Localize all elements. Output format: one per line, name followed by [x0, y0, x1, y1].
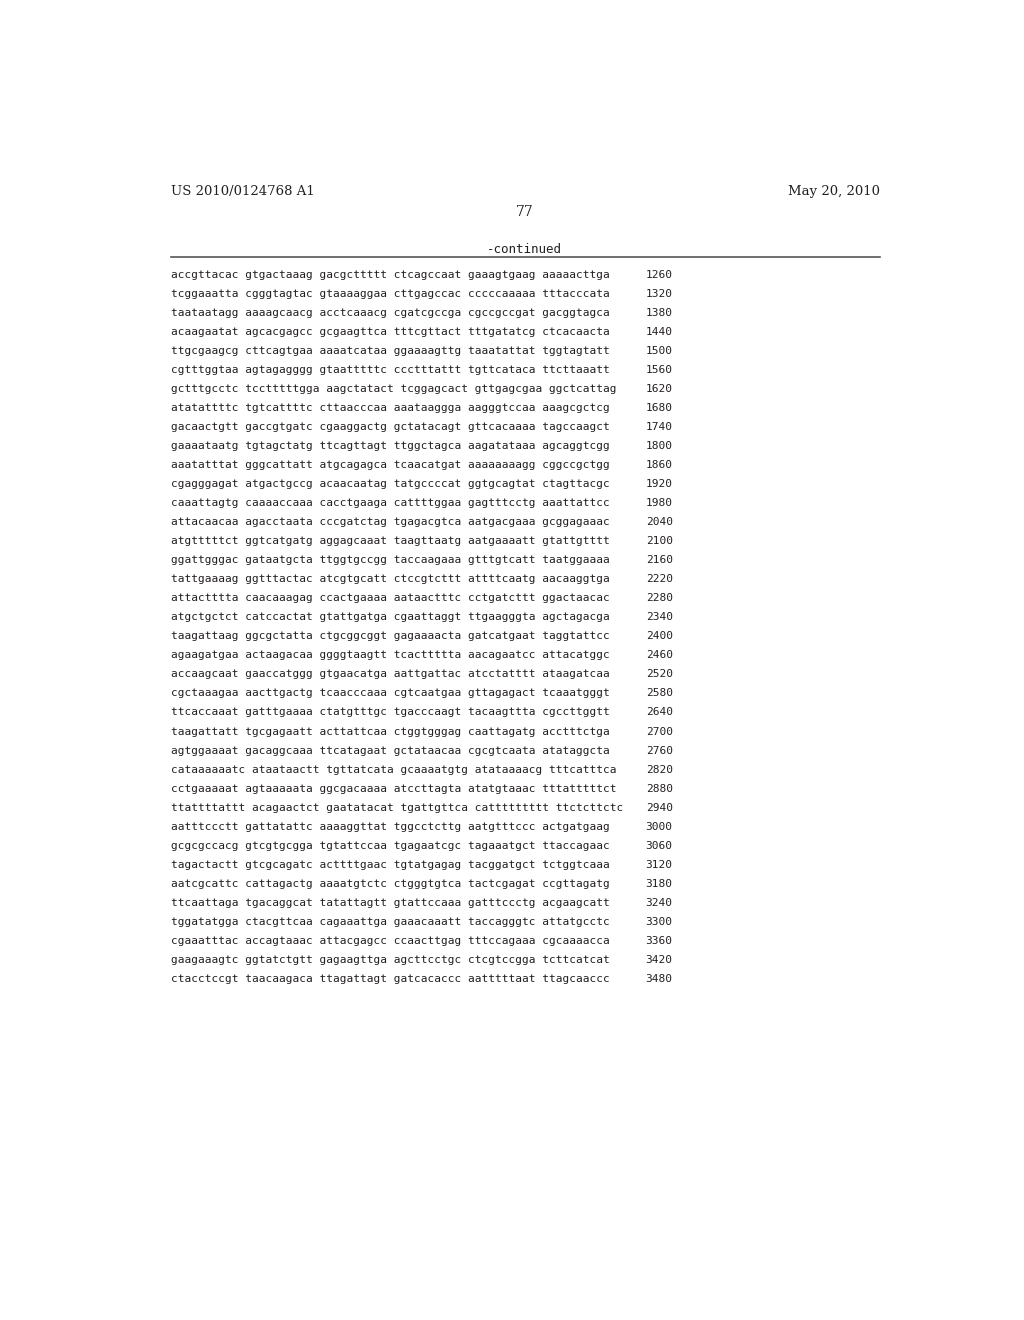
Text: gaaaataatg tgtagctatg ttcagttagt ttggctagca aagatataaa agcaggtcgg: gaaaataatg tgtagctatg ttcagttagt ttggcta… — [171, 441, 609, 451]
Text: tggatatgga ctacgttcaa cagaaattga gaaacaaatt taccagggtc attatgcctc: tggatatgga ctacgttcaa cagaaattga gaaacaa… — [171, 916, 609, 927]
Text: accaagcaat gaaccatggg gtgaacatga aattgattac atcctatttt ataagatcaa: accaagcaat gaaccatggg gtgaacatga aattgat… — [171, 669, 609, 680]
Text: 3420: 3420 — [646, 954, 673, 965]
Text: ggattgggac gataatgcta ttggtgccgg taccaagaaa gtttgtcatt taatggaaaa: ggattgggac gataatgcta ttggtgccgg taccaag… — [171, 556, 609, 565]
Text: gacaactgtt gaccgtgatc cgaaggactg gctatacagt gttcacaaaa tagccaagct: gacaactgtt gaccgtgatc cgaaggactg gctatac… — [171, 422, 609, 432]
Text: 1620: 1620 — [646, 384, 673, 395]
Text: cctgaaaaat agtaaaaata ggcgacaaaa atccttagta atatgtaaac tttatttttct: cctgaaaaat agtaaaaata ggcgacaaaa atcctta… — [171, 784, 616, 793]
Text: atgctgctct catccactat gtattgatga cgaattaggt ttgaagggta agctagacga: atgctgctct catccactat gtattgatga cgaatta… — [171, 612, 609, 623]
Text: 3360: 3360 — [646, 936, 673, 945]
Text: attacaacaa agacctaata cccgatctag tgagacgtca aatgacgaaa gcggagaaac: attacaacaa agacctaata cccgatctag tgagacg… — [171, 517, 609, 527]
Text: 2340: 2340 — [646, 612, 673, 623]
Text: agaagatgaa actaagacaa ggggtaagtt tcacttttta aacagaatcc attacatggc: agaagatgaa actaagacaa ggggtaagtt tcacttt… — [171, 651, 609, 660]
Text: 2640: 2640 — [646, 708, 673, 718]
Text: 1440: 1440 — [646, 327, 673, 337]
Text: atgtttttct ggtcatgatg aggagcaaat taagttaatg aatgaaaatt gtattgtttt: atgtttttct ggtcatgatg aggagcaaat taagtta… — [171, 536, 609, 546]
Text: atatattttc tgtcattttc cttaacccaa aaataaggga aagggtccaa aaagcgctcg: atatattttc tgtcattttc cttaacccaa aaataag… — [171, 403, 609, 413]
Text: ttcaattaga tgacaggcat tatattagtt gtattccaaa gatttccctg acgaagcatt: ttcaattaga tgacaggcat tatattagtt gtattcc… — [171, 898, 609, 908]
Text: 2160: 2160 — [646, 556, 673, 565]
Text: 3120: 3120 — [646, 859, 673, 870]
Text: 2820: 2820 — [646, 764, 673, 775]
Text: acaagaatat agcacgagcc gcgaagttca tttcgttact tttgatatcg ctcacaacta: acaagaatat agcacgagcc gcgaagttca tttcgtt… — [171, 327, 609, 337]
Text: 1380: 1380 — [646, 308, 673, 318]
Text: accgttacac gtgactaaag gacgcttttt ctcagccaat gaaagtgaag aaaaacttga: accgttacac gtgactaaag gacgcttttt ctcagcc… — [171, 271, 609, 280]
Text: 2940: 2940 — [646, 803, 673, 813]
Text: 1800: 1800 — [646, 441, 673, 451]
Text: cgctaaagaa aacttgactg tcaacccaaa cgtcaatgaa gttagagact tcaaatgggt: cgctaaagaa aacttgactg tcaacccaaa cgtcaat… — [171, 689, 609, 698]
Text: 2880: 2880 — [646, 784, 673, 793]
Text: 77: 77 — [516, 205, 534, 219]
Text: gctttgcctc tcctttttgga aagctatact tcggagcact gttgagcgaa ggctcattag: gctttgcctc tcctttttgga aagctatact tcggag… — [171, 384, 616, 395]
Text: cgtttggtaa agtagagggg gtaatttttc ccctttattt tgttcataca ttcttaaatt: cgtttggtaa agtagagggg gtaatttttc cccttta… — [171, 366, 609, 375]
Text: aatttccctt gattatattc aaaaggttat tggcctcttg aatgtttccc actgatgaag: aatttccctt gattatattc aaaaggttat tggcctc… — [171, 821, 609, 832]
Text: tagactactt gtcgcagatc acttttgaac tgtatgagag tacggatgct tctggtcaaa: tagactactt gtcgcagatc acttttgaac tgtatga… — [171, 859, 609, 870]
Text: 3480: 3480 — [646, 974, 673, 983]
Text: taagattatt tgcgagaatt acttattcaa ctggtgggag caattagatg acctttctga: taagattatt tgcgagaatt acttattcaa ctggtgg… — [171, 726, 609, 737]
Text: caaattagtg caaaaccaaa cacctgaaga cattttggaa gagtttcctg aaattattcc: caaattagtg caaaaccaaa cacctgaaga cattttg… — [171, 498, 609, 508]
Text: -continued: -continued — [487, 243, 562, 256]
Text: 2460: 2460 — [646, 651, 673, 660]
Text: 2580: 2580 — [646, 689, 673, 698]
Text: 1500: 1500 — [646, 346, 673, 356]
Text: attactttta caacaaagag ccactgaaaa aataactttc cctgatcttt ggactaacac: attactttta caacaaagag ccactgaaaa aataact… — [171, 594, 609, 603]
Text: aaatatttat gggcattatt atgcagagca tcaacatgat aaaaaaaagg cggccgctgg: aaatatttat gggcattatt atgcagagca tcaacat… — [171, 461, 609, 470]
Text: tattgaaaag ggtttactac atcgtgcatt ctccgtcttt attttcaatg aacaaggtga: tattgaaaag ggtttactac atcgtgcatt ctccgtc… — [171, 574, 609, 585]
Text: 1860: 1860 — [646, 461, 673, 470]
Text: 1560: 1560 — [646, 366, 673, 375]
Text: 1680: 1680 — [646, 403, 673, 413]
Text: 2400: 2400 — [646, 631, 673, 642]
Text: gcgcgccacg gtcgtgcgga tgtattccaa tgagaatcgc tagaaatgct ttaccagaac: gcgcgccacg gtcgtgcgga tgtattccaa tgagaat… — [171, 841, 609, 850]
Text: taataatagg aaaagcaacg acctcaaacg cgatcgccga cgccgccgat gacggtagca: taataatagg aaaagcaacg acctcaaacg cgatcgc… — [171, 308, 609, 318]
Text: cataaaaaatc ataataactt tgttatcata gcaaaatgtg atataaaacg tttcatttca: cataaaaaatc ataataactt tgttatcata gcaaaa… — [171, 764, 616, 775]
Text: 2040: 2040 — [646, 517, 673, 527]
Text: ttattttattt acagaactct gaatatacat tgattgttca cattttttttt ttctcttctc: ttattttattt acagaactct gaatatacat tgattg… — [171, 803, 623, 813]
Text: 2100: 2100 — [646, 536, 673, 546]
Text: 2520: 2520 — [646, 669, 673, 680]
Text: ttgcgaagcg cttcagtgaa aaaatcataa ggaaaagttg taaatattat tggtagtatt: ttgcgaagcg cttcagtgaa aaaatcataa ggaaaag… — [171, 346, 609, 356]
Text: cgaaatttac accagtaaac attacgagcc ccaacttgag tttccagaaa cgcaaaacca: cgaaatttac accagtaaac attacgagcc ccaactt… — [171, 936, 609, 945]
Text: 2280: 2280 — [646, 594, 673, 603]
Text: 1320: 1320 — [646, 289, 673, 300]
Text: gaagaaagtc ggtatctgtt gagaagttga agcttcctgc ctcgtccgga tcttcatcat: gaagaaagtc ggtatctgtt gagaagttga agcttcc… — [171, 954, 609, 965]
Text: taagattaag ggcgctatta ctgcggcggt gagaaaacta gatcatgaat taggtattcc: taagattaag ggcgctatta ctgcggcggt gagaaaa… — [171, 631, 609, 642]
Text: ttcaccaaat gatttgaaaa ctatgtttgc tgacccaagt tacaagttta cgccttggtt: ttcaccaaat gatttgaaaa ctatgtttgc tgaccca… — [171, 708, 609, 718]
Text: 3240: 3240 — [646, 898, 673, 908]
Text: ctacctccgt taacaagaca ttagattagt gatcacaccc aatttttaat ttagcaaccc: ctacctccgt taacaagaca ttagattagt gatcaca… — [171, 974, 609, 983]
Text: tcggaaatta cgggtagtac gtaaaaggaa cttgagccac cccccaaaaa tttacccata: tcggaaatta cgggtagtac gtaaaaggaa cttgagc… — [171, 289, 609, 300]
Text: 2760: 2760 — [646, 746, 673, 755]
Text: aatcgcattc cattagactg aaaatgtctc ctgggtgtca tactcgagat ccgttagatg: aatcgcattc cattagactg aaaatgtctc ctgggtg… — [171, 879, 609, 888]
Text: 3300: 3300 — [646, 916, 673, 927]
Text: agtggaaaat gacaggcaaa ttcatagaat gctataacaa cgcgtcaata atataggcta: agtggaaaat gacaggcaaa ttcatagaat gctataa… — [171, 746, 609, 755]
Text: 3000: 3000 — [646, 821, 673, 832]
Text: May 20, 2010: May 20, 2010 — [787, 185, 880, 198]
Text: 1740: 1740 — [646, 422, 673, 432]
Text: 3060: 3060 — [646, 841, 673, 850]
Text: US 2010/0124768 A1: US 2010/0124768 A1 — [171, 185, 314, 198]
Text: 2700: 2700 — [646, 726, 673, 737]
Text: 1920: 1920 — [646, 479, 673, 490]
Text: 2220: 2220 — [646, 574, 673, 585]
Text: cgagggagat atgactgccg acaacaatag tatgccccat ggtgcagtat ctagttacgc: cgagggagat atgactgccg acaacaatag tatgccc… — [171, 479, 609, 490]
Text: 1980: 1980 — [646, 498, 673, 508]
Text: 1260: 1260 — [646, 271, 673, 280]
Text: 3180: 3180 — [646, 879, 673, 888]
